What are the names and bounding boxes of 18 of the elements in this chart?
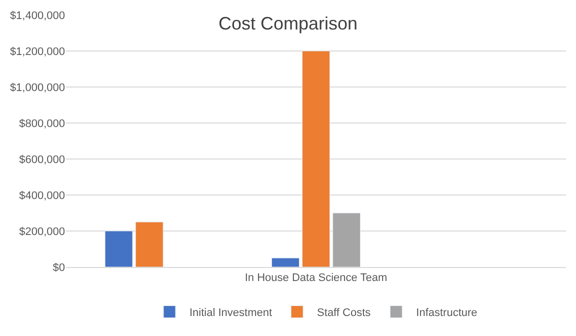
y-tick-label: $800,000 <box>19 118 65 130</box>
bar <box>271 258 300 267</box>
y-tick-label: $400,000 <box>19 190 65 202</box>
bar <box>332 212 361 267</box>
y-tick-label: $600,000 <box>19 154 65 166</box>
y-tick-label: $1,400,000 <box>10 10 65 22</box>
y-tick-label: $1,000,000 <box>10 82 65 94</box>
chart-title: Cost Comparison <box>218 13 358 34</box>
legend-label: Staff Costs <box>317 307 372 320</box>
y-tick-label: $200,000 <box>19 226 65 238</box>
legend-label: Initial Investment <box>190 307 272 320</box>
bar <box>135 222 164 267</box>
bar <box>302 50 330 267</box>
y-tick-label: $0 <box>52 262 65 274</box>
legend-label: Infastructure <box>416 307 478 320</box>
x-tick-label: In House Data Science Team <box>244 272 388 284</box>
bar <box>104 230 133 267</box>
y-tick-label: $1,200,000 <box>10 46 65 58</box>
